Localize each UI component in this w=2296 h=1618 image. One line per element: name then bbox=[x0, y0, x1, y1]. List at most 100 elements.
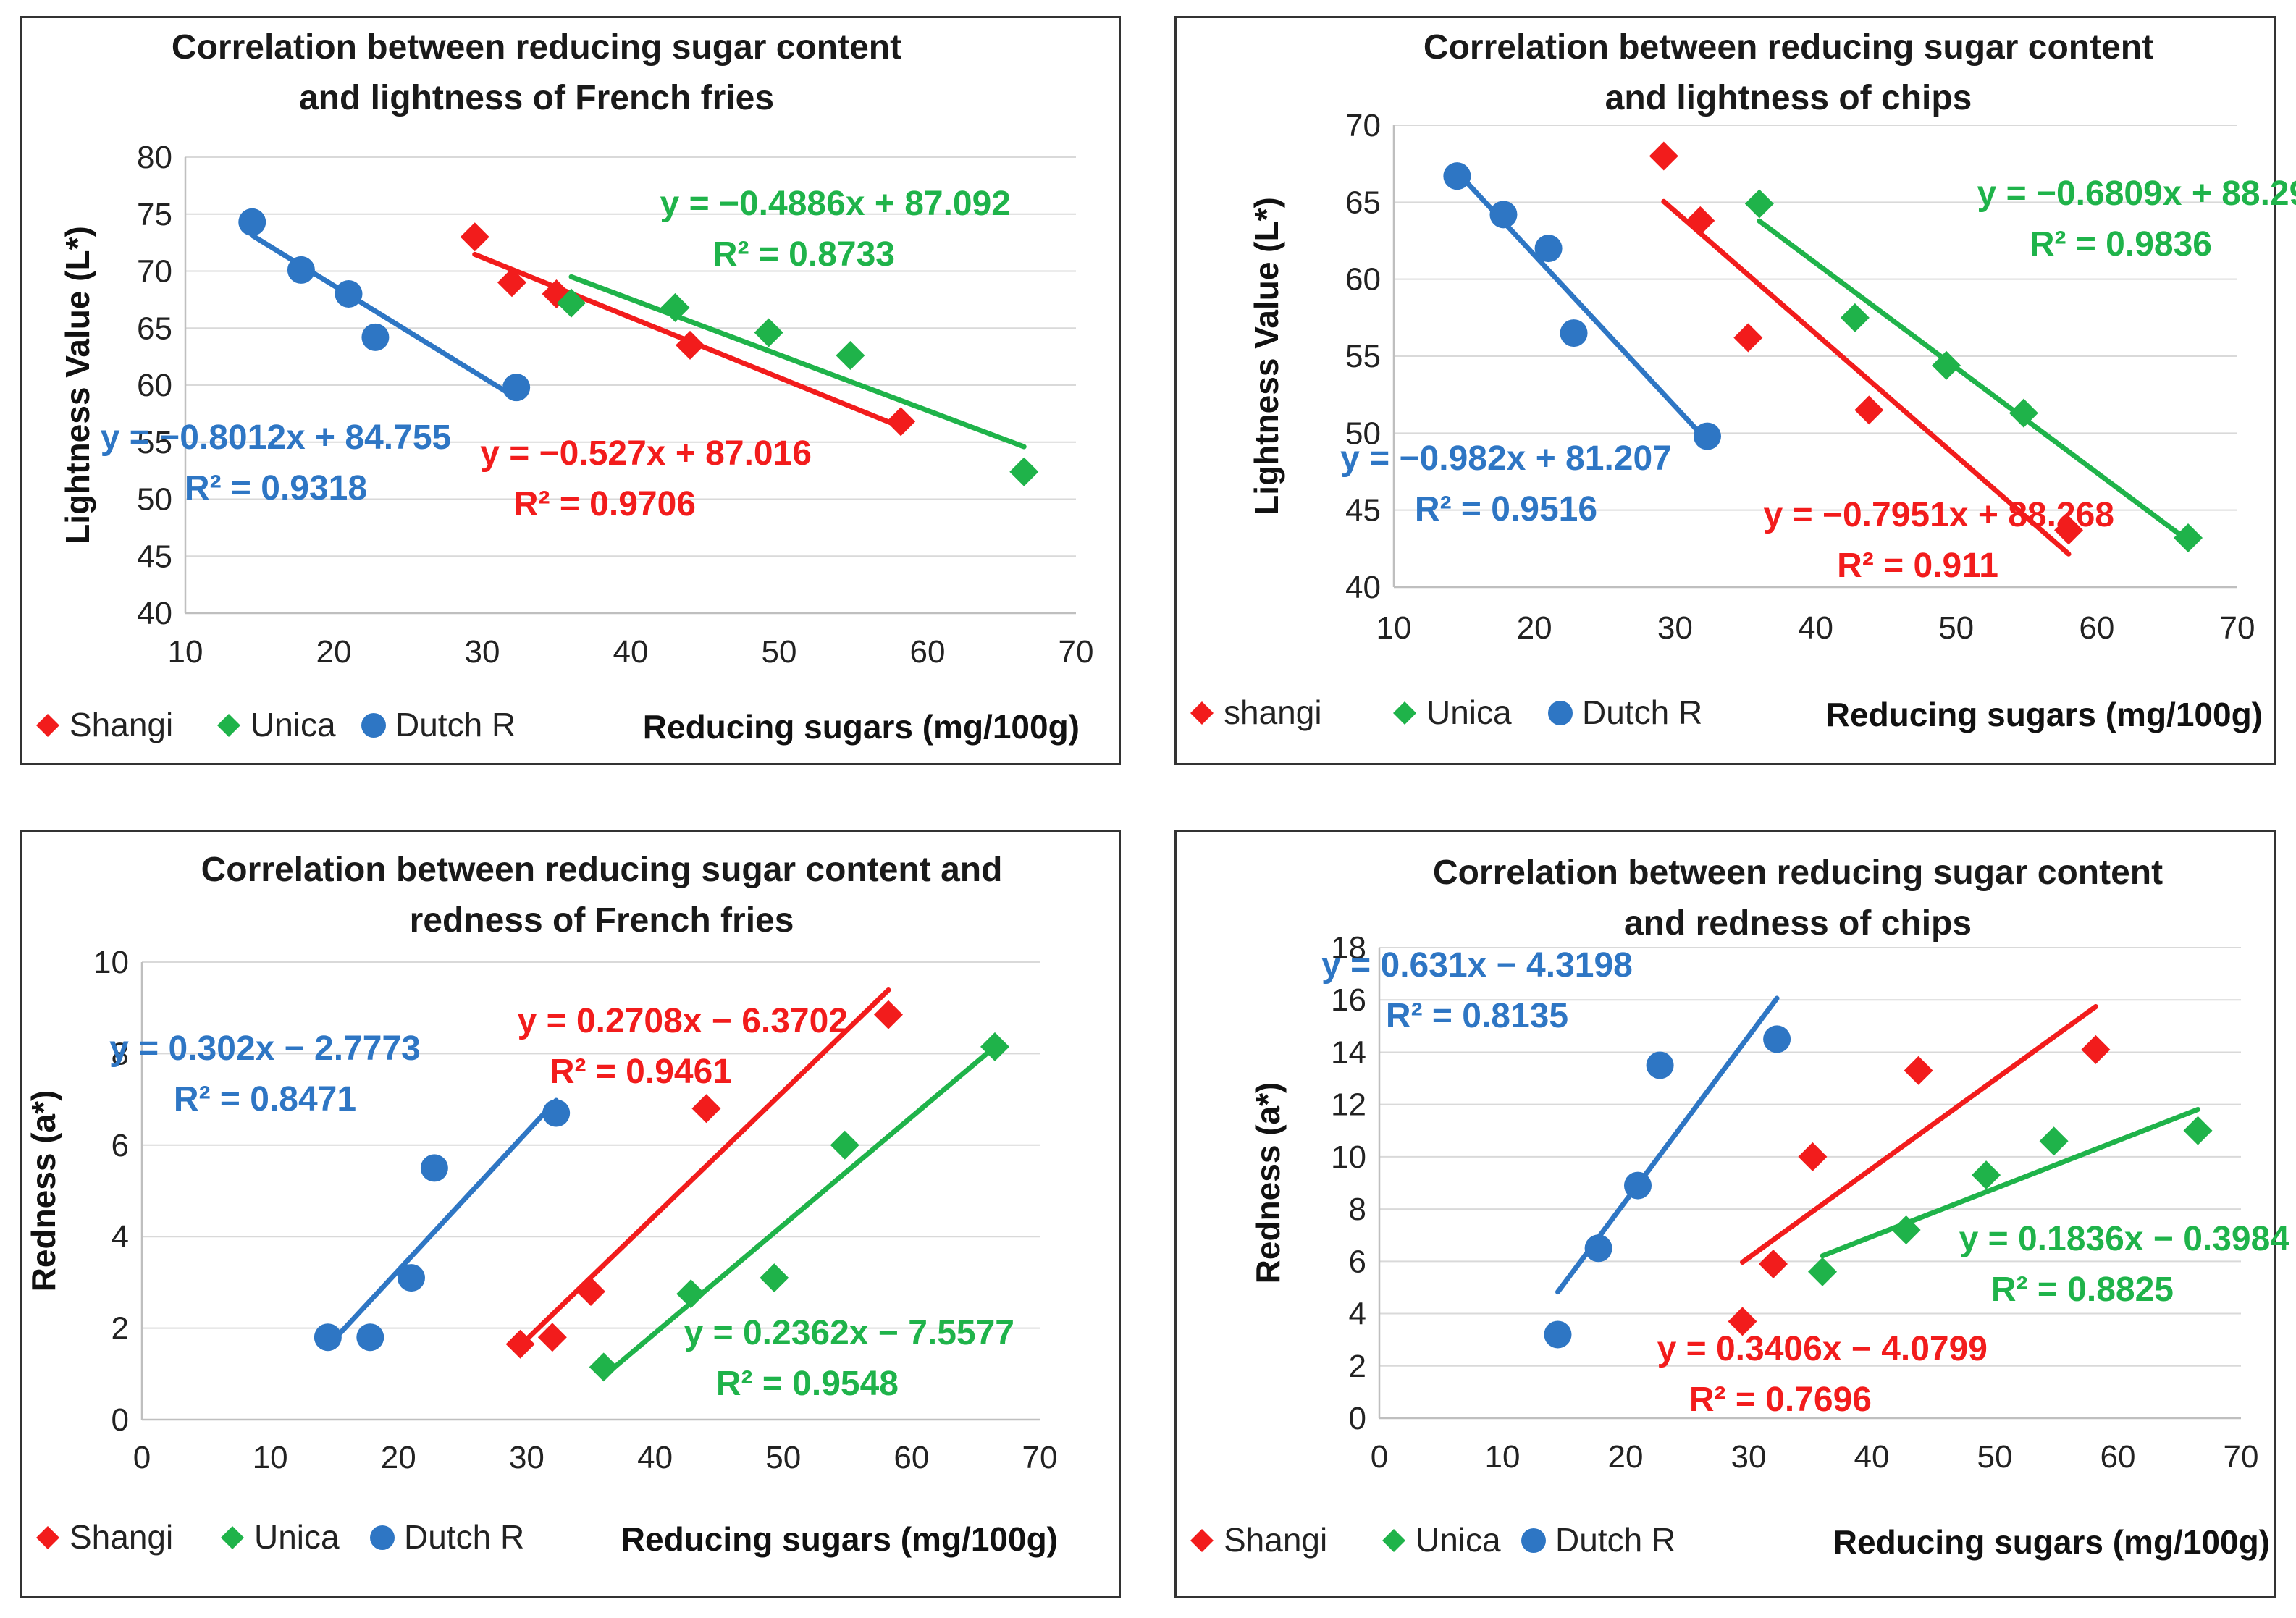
trendline-unica bbox=[568, 274, 1027, 450]
legend-label: Unica bbox=[1426, 694, 1512, 731]
y-tick-label: 10 bbox=[1331, 1139, 1366, 1175]
x-tick-label: 70 bbox=[2220, 610, 2255, 646]
y-tick-label: 4 bbox=[1349, 1297, 1366, 1332]
x-tick-label: 30 bbox=[509, 1440, 544, 1475]
data-point bbox=[557, 288, 586, 318]
legend-marker bbox=[36, 714, 59, 737]
y-tick-label: 8 bbox=[112, 1036, 129, 1071]
data-point bbox=[335, 280, 363, 308]
trend-equation: y = −0.7951x + 88.268 bbox=[1764, 496, 2114, 534]
data-point bbox=[497, 268, 526, 298]
legend-marker bbox=[221, 1526, 244, 1549]
x-tick-label: 60 bbox=[893, 1440, 929, 1475]
y-tick-label: 2 bbox=[1349, 1349, 1366, 1384]
legend-label: Shangi bbox=[70, 1518, 173, 1556]
trend-equation: y = −0.8012x + 84.755 bbox=[101, 418, 451, 457]
r-squared-label: R² = 0.9706 bbox=[513, 485, 696, 523]
trendline-dutch-r bbox=[249, 232, 519, 401]
data-point bbox=[238, 208, 266, 236]
y-tick-label: 2 bbox=[112, 1311, 129, 1347]
trend-equation: y = 0.2362x − 7.5577 bbox=[684, 1314, 1014, 1352]
trendline-unica bbox=[1820, 1106, 2200, 1259]
data-point bbox=[1646, 1051, 1674, 1079]
trendline-shangi bbox=[1661, 198, 2072, 557]
chart-panel-fries-redness: Correlation between reducing sugar conte… bbox=[20, 830, 1121, 1598]
data-point bbox=[1840, 303, 1870, 332]
y-tick-label: 40 bbox=[1345, 570, 1381, 605]
trendline-shangi bbox=[1740, 1004, 2098, 1265]
x-tick-label: 50 bbox=[765, 1440, 801, 1475]
trendline-unica bbox=[601, 1044, 998, 1379]
r-squared-label: R² = 0.9516 bbox=[1415, 490, 1597, 528]
x-tick-label: 30 bbox=[465, 634, 500, 670]
data-point bbox=[1932, 350, 1961, 380]
data-point bbox=[760, 1263, 789, 1293]
y-tick-label: 60 bbox=[137, 368, 172, 403]
chart-title-line: Correlation between reducing sugar conte… bbox=[1433, 854, 2163, 892]
data-point bbox=[1808, 1257, 1837, 1286]
data-point bbox=[1733, 323, 1763, 353]
data-point bbox=[314, 1323, 342, 1352]
r-squared-label: R² = 0.8733 bbox=[712, 235, 895, 274]
y-tick-label: 80 bbox=[137, 140, 172, 175]
legend-label: Dutch R bbox=[1555, 1521, 1675, 1559]
data-point bbox=[1560, 319, 1588, 347]
x-tick-label: 50 bbox=[1977, 1439, 2013, 1475]
data-point bbox=[2054, 515, 2083, 545]
data-point bbox=[2009, 398, 2038, 428]
legend-label: Unica bbox=[251, 706, 336, 743]
data-point bbox=[1624, 1171, 1652, 1200]
trend-equation: y = 0.3406x − 4.0799 bbox=[1657, 1330, 1988, 1368]
y-tick-label: 45 bbox=[137, 539, 172, 574]
x-tick-label: 30 bbox=[1731, 1439, 1767, 1475]
trend-equation: y = 0.302x − 2.7773 bbox=[109, 1029, 421, 1068]
x-tick-label: 20 bbox=[381, 1440, 416, 1475]
data-point bbox=[980, 1032, 1009, 1061]
r-squared-label: R² = 0.911 bbox=[1837, 547, 1998, 585]
y-axis-label: Lightness Value (L*) bbox=[1248, 197, 1285, 515]
x-tick-label: 70 bbox=[1022, 1440, 1058, 1475]
trendline-unica bbox=[1757, 218, 2191, 544]
data-point bbox=[460, 222, 489, 252]
trend-equation: y = −0.982x + 81.207 bbox=[1340, 439, 1672, 478]
x-axis-label: Reducing sugars (mg/100g) bbox=[1826, 696, 2263, 733]
x-tick-label: 70 bbox=[1059, 634, 1094, 670]
r-squared-label: R² = 0.9318 bbox=[185, 469, 367, 507]
trend-equation: y = 0.1836x − 0.3984 bbox=[1959, 1220, 2290, 1258]
legend-marker bbox=[36, 1526, 59, 1549]
x-tick-label: 30 bbox=[1657, 610, 1693, 646]
legend-label: shangi bbox=[1224, 694, 1322, 731]
x-tick-label: 60 bbox=[2101, 1439, 2136, 1475]
x-axis-label: Reducing sugars (mg/100g) bbox=[643, 708, 1080, 746]
legend-marker bbox=[1548, 701, 1573, 725]
chart-panel-fries-lightness: Correlation between reducing sugar conte… bbox=[20, 16, 1121, 765]
x-axis-label: Reducing sugars (mg/100g) bbox=[621, 1520, 1058, 1558]
data-point bbox=[420, 1154, 448, 1182]
legend-marker bbox=[1393, 701, 1416, 725]
r-squared-label: R² = 0.8825 bbox=[1991, 1271, 2174, 1309]
data-point bbox=[505, 1329, 535, 1359]
data-point bbox=[830, 1130, 859, 1160]
legend-marker bbox=[1190, 1529, 1214, 1552]
data-point bbox=[542, 1099, 571, 1127]
x-tick-label: 10 bbox=[1485, 1439, 1521, 1475]
legend-label: Unica bbox=[1416, 1521, 1501, 1559]
x-tick-label: 20 bbox=[316, 634, 352, 670]
data-point bbox=[1443, 162, 1471, 190]
data-point bbox=[754, 318, 783, 347]
data-point bbox=[589, 1352, 618, 1382]
y-tick-label: 0 bbox=[1349, 1401, 1366, 1436]
data-point bbox=[1009, 457, 1039, 486]
chart-svg: Correlation between reducing sugar conte… bbox=[1190, 854, 2289, 1561]
data-point bbox=[886, 407, 916, 437]
y-tick-label: 60 bbox=[1345, 262, 1381, 298]
x-tick-label: 10 bbox=[168, 634, 203, 670]
y-tick-label: 70 bbox=[137, 254, 172, 290]
data-point bbox=[2174, 523, 2203, 552]
x-tick-label: 40 bbox=[1854, 1439, 1890, 1475]
chart-svg: Correlation between reducing sugar conte… bbox=[25, 851, 1058, 1558]
y-tick-label: 70 bbox=[1345, 108, 1381, 143]
trend-equation: y = −0.527x + 87.016 bbox=[480, 434, 812, 473]
legend-marker bbox=[370, 1525, 395, 1550]
chart-panel-chips-redness: Correlation between reducing sugar conte… bbox=[1174, 830, 2289, 1598]
